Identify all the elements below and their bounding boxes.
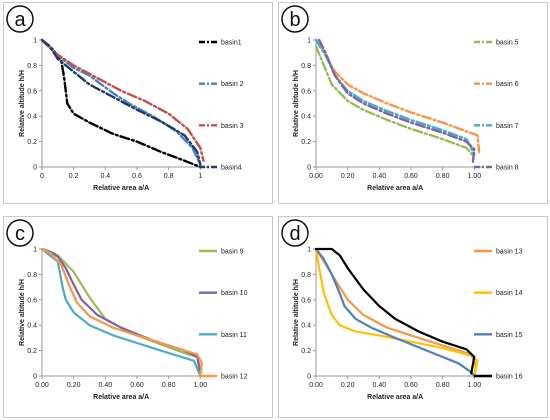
panel-label-badge	[281, 219, 309, 247]
y-tick-label: 1	[33, 247, 37, 254]
y-tick-label: 0.8	[27, 272, 37, 279]
x-tick-label: 0.40	[373, 382, 387, 389]
legend-label: basin 5	[496, 40, 519, 47]
x-tick-label: 0.00	[35, 382, 49, 389]
legend-label: basin1	[221, 40, 242, 47]
legend-label: basin 8	[496, 165, 519, 172]
series-line-basin-5	[314, 45, 476, 158]
x-tick-label: 0.20	[341, 382, 355, 389]
y-tick-label: 0.6	[27, 297, 37, 304]
panel-border	[278, 2, 548, 204]
series-line-basin-14	[314, 247, 479, 378]
y-tick-label: 0	[33, 165, 37, 172]
legend-label: basin 6	[496, 81, 519, 88]
x-axis-title: Relative area a/A	[367, 394, 423, 401]
y-tick-label: 1	[307, 247, 311, 254]
series-line-basin-12	[40, 247, 203, 378]
series-line-basin-16	[314, 247, 476, 375]
x-tick-label: 1.00	[468, 173, 482, 180]
panel-label: c	[15, 223, 25, 245]
y-tick-label: 0.4	[27, 114, 37, 121]
y-tick-label: 0.4	[301, 323, 311, 330]
chart-panel-c: 0 0.2 0.4 0.6 0.8 1 0.00 0.20 0.40 0.60 0.80 1.00 Re…	[3, 216, 273, 418]
y-tick-label: 0.2	[301, 348, 311, 355]
series-line-basin-3	[40, 38, 205, 162]
x-tick-label: 0.20	[67, 382, 81, 389]
series-line-basin-7	[314, 38, 476, 156]
x-tick-label: 0.40	[373, 173, 387, 180]
y-tick-label: 0.4	[301, 114, 311, 121]
chart-panel-d: 0 0.2 0.4 0.6 0.8 1 0.00 0.20 0.40 0.60 0.80 1.00 Re…	[278, 216, 548, 418]
x-tick-label: 0.00	[309, 173, 323, 180]
y-tick-label: 0.8	[27, 63, 37, 70]
x-tick-label: 0.80	[162, 382, 176, 389]
legend-label: basin 12	[221, 374, 248, 381]
legend-label: basin 14	[496, 290, 523, 297]
y-tick-label: 0	[307, 165, 311, 172]
x-tick-label: 0.80	[436, 382, 450, 389]
x-tick-label: 0.00	[309, 382, 323, 389]
series-line-basin-15	[314, 247, 476, 378]
y-tick-label: 0.8	[301, 63, 311, 70]
y-axis-title: Relative altitude h/H	[19, 279, 26, 346]
legend-label: basin 9	[221, 249, 244, 256]
y-axis-title: Relative altitude h/H	[293, 70, 300, 137]
y-tick-label: 0.8	[301, 272, 311, 279]
y-tick-label: 0.2	[301, 139, 311, 146]
x-axis-title: Relative area a/A	[93, 394, 149, 401]
y-tick-label: 0	[307, 374, 311, 381]
legend-label: basin 13	[496, 249, 523, 256]
legend-label: basin4	[221, 165, 242, 172]
y-tick-label: 0.2	[27, 139, 37, 146]
y-tick-label: 0.6	[301, 297, 311, 304]
x-tick-label: 1	[198, 173, 202, 180]
x-tick-label: 0.6	[132, 173, 142, 180]
y-tick-label: 0.6	[27, 88, 37, 95]
x-axis-title: Relative area a/A	[93, 185, 149, 192]
panel-label: a	[14, 9, 26, 31]
y-axis-title: Relative altitude h/H	[293, 279, 300, 346]
x-tick-label: 0.60	[404, 382, 418, 389]
chart-panel-b: 0 0.2 0.4 0.6 0.8 1 0.00 0.20 0.40 0.60 0.80 1.00 Re…	[278, 2, 548, 204]
panel-label-badge	[6, 5, 34, 33]
y-tick-label: 0	[33, 374, 37, 381]
series-line-basin4	[40, 38, 202, 166]
x-tick-label: 0.20	[341, 173, 355, 180]
legend-label: basin 2	[221, 81, 244, 88]
y-tick-label: 0.6	[301, 88, 311, 95]
panel-label: b	[289, 9, 300, 31]
x-tick-label: 1.00	[468, 382, 482, 389]
legend-label: basin 16	[496, 374, 523, 381]
x-tick-label: 0.2	[69, 173, 79, 180]
y-tick-label: 1	[33, 38, 37, 45]
legend-label: basin 10	[221, 290, 248, 297]
x-tick-label: 0.80	[436, 173, 450, 180]
x-tick-label: 0	[40, 173, 44, 180]
y-tick-label: 0.4	[27, 323, 37, 330]
y-tick-label: 0.2	[27, 348, 37, 355]
legend-label: basin 15	[496, 332, 523, 339]
x-tick-label: 0.8	[164, 173, 174, 180]
x-tick-label: 0.4	[100, 173, 110, 180]
y-tick-label: 1	[307, 38, 311, 45]
x-tick-label: 1.00	[194, 382, 208, 389]
x-tick-label: 0.60	[130, 382, 144, 389]
legend-label: basin 7	[496, 123, 519, 130]
x-tick-label: 0.60	[404, 173, 418, 180]
y-axis-title: Relative altitude h/H	[19, 70, 26, 137]
panel-label-badge	[6, 219, 34, 247]
legend-label: basin 11	[221, 332, 247, 339]
x-axis-title: Relative area a/A	[367, 185, 423, 192]
chart-panel-a: 0 0.2 0.4 0.6 0.8 1 0 0.2 0.4 0.6 0.8 1 Relative are…	[3, 2, 273, 204]
series-line-basin-8	[318, 38, 476, 165]
panel-label-badge	[281, 5, 309, 33]
panel-border	[3, 2, 273, 204]
panel-label: d	[289, 223, 300, 245]
x-tick-label: 0.40	[99, 382, 113, 389]
legend-label: basin 3	[221, 123, 244, 130]
